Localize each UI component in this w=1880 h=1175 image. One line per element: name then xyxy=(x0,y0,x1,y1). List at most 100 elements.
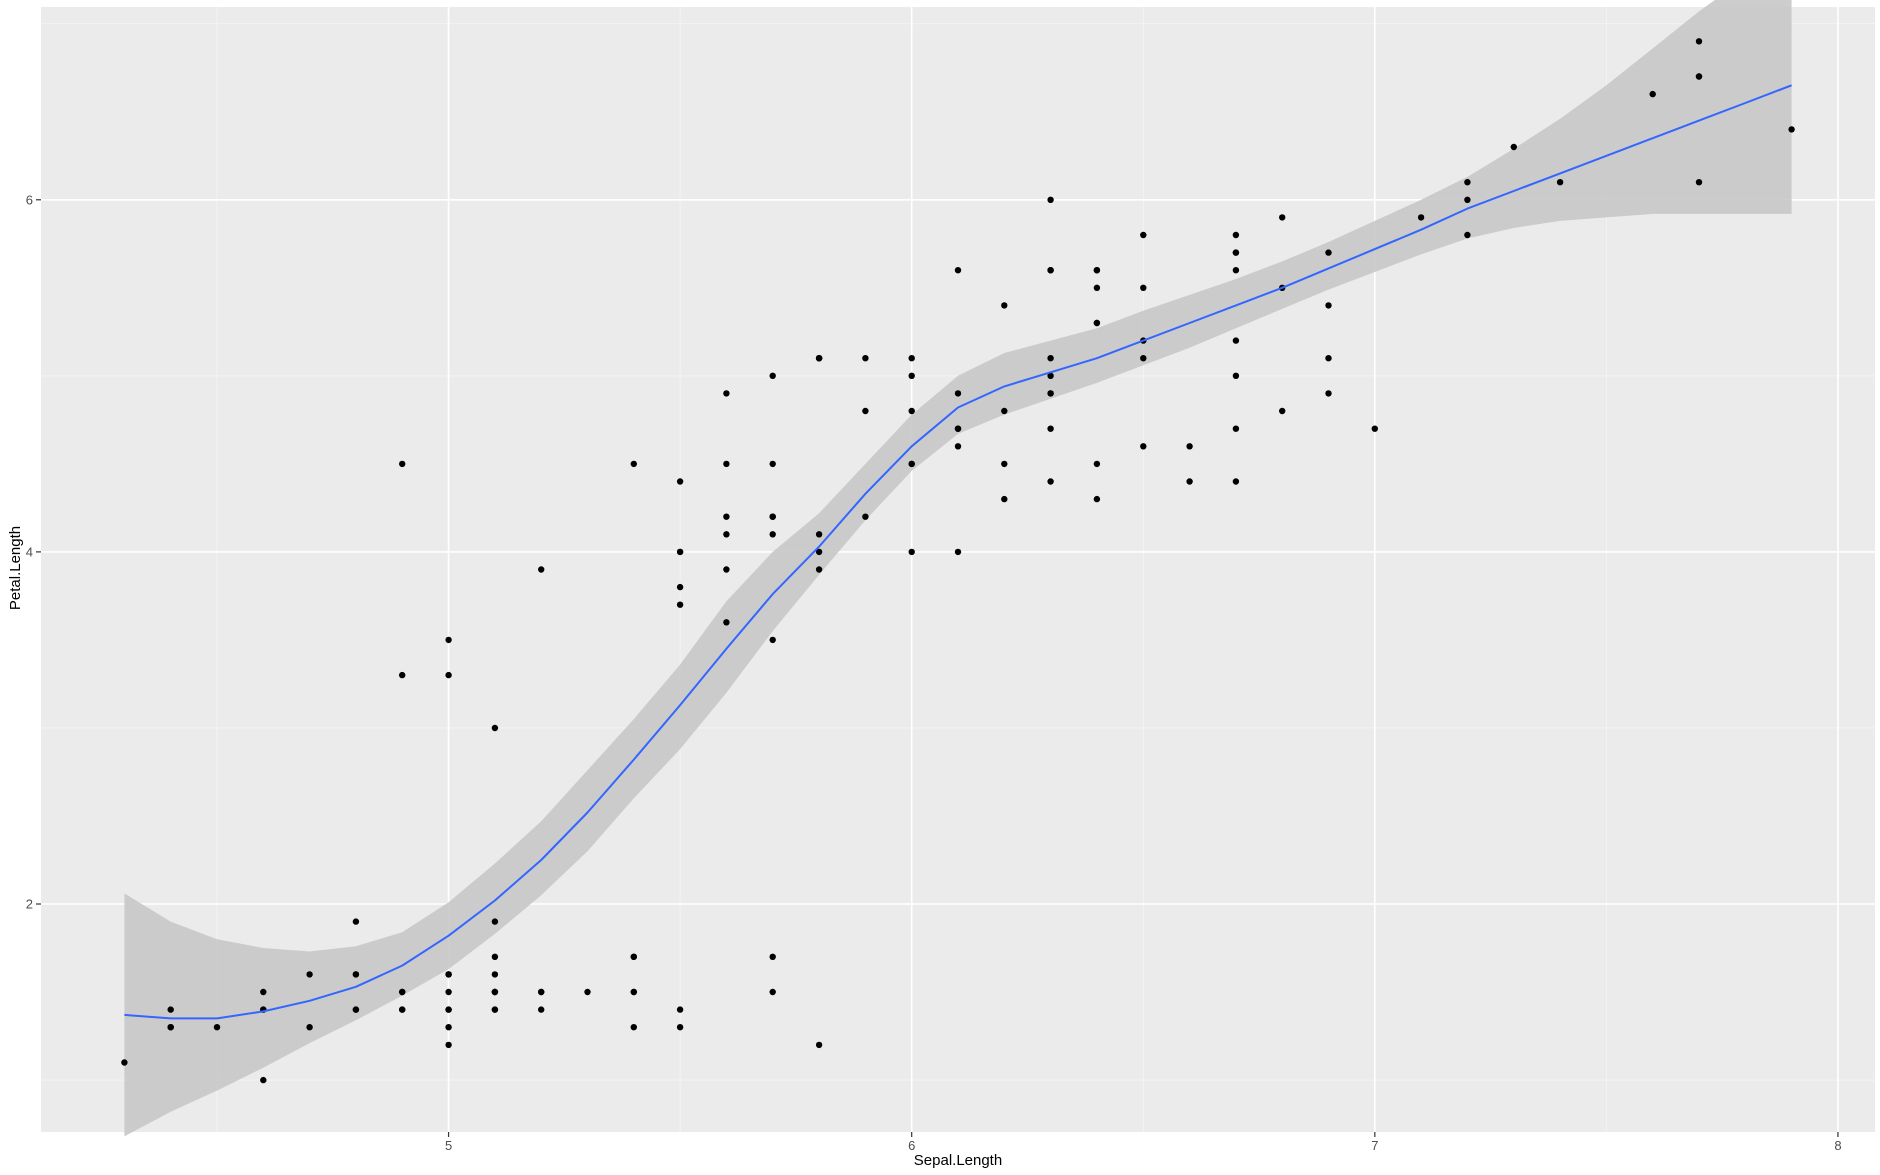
data-point xyxy=(1093,284,1101,291)
data-point xyxy=(723,619,730,626)
data-point xyxy=(1232,372,1240,379)
data-point xyxy=(260,1076,267,1084)
data-point xyxy=(630,953,637,960)
data-point xyxy=(1047,355,1054,362)
data-point xyxy=(1464,231,1471,239)
data-point xyxy=(676,583,684,591)
data-point xyxy=(352,971,360,978)
data-point xyxy=(445,988,452,996)
confidence-band-layer xyxy=(124,0,1792,1137)
data-point xyxy=(445,671,452,679)
data-point xyxy=(167,1006,174,1013)
data-point xyxy=(630,460,637,468)
data-point xyxy=(1232,231,1240,239)
data-point xyxy=(1464,196,1471,203)
data-point xyxy=(1695,38,1703,45)
smooth-line-layer xyxy=(124,84,1792,1020)
data-point xyxy=(1140,443,1147,450)
data-point xyxy=(1186,443,1193,450)
data-point xyxy=(676,1023,684,1031)
data-point xyxy=(491,988,499,996)
confidence-band xyxy=(124,0,1792,1137)
data-point xyxy=(723,566,730,573)
data-point xyxy=(723,513,730,520)
data-point xyxy=(676,1006,684,1013)
data-point xyxy=(1695,179,1703,186)
data-point xyxy=(1279,214,1286,221)
data-point xyxy=(1047,478,1054,485)
data-point xyxy=(1047,390,1054,397)
data-point xyxy=(1140,231,1147,239)
data-point xyxy=(306,971,313,978)
data-point xyxy=(1001,302,1008,309)
data-point xyxy=(815,548,823,556)
data-point xyxy=(1649,90,1656,98)
data-point xyxy=(769,988,776,996)
data-point xyxy=(491,971,499,978)
y-axis: 2 4 6 xyxy=(26,192,41,912)
data-point xyxy=(769,513,776,520)
data-point xyxy=(1325,302,1332,309)
data-point xyxy=(1510,143,1518,151)
x-tick-label: 6 xyxy=(908,1138,915,1153)
data-point xyxy=(538,1006,545,1013)
data-point xyxy=(630,1023,637,1031)
data-point xyxy=(954,267,962,274)
data-point xyxy=(1232,478,1240,485)
data-point xyxy=(769,372,776,379)
data-point xyxy=(1695,73,1703,80)
data-point xyxy=(538,988,545,996)
data-point xyxy=(1001,495,1008,503)
data-point xyxy=(167,1023,174,1031)
data-point xyxy=(769,953,776,960)
data-point xyxy=(862,355,869,362)
data-point xyxy=(1464,179,1471,186)
data-point xyxy=(862,407,869,415)
data-point xyxy=(1186,478,1193,485)
data-point xyxy=(445,1006,452,1013)
data-point xyxy=(584,988,591,996)
data-point xyxy=(862,513,869,520)
data-point xyxy=(908,355,915,362)
data-point xyxy=(1093,495,1101,503)
data-point xyxy=(399,1006,406,1013)
data-point xyxy=(445,636,452,644)
data-point xyxy=(954,390,962,397)
data-point xyxy=(676,548,684,556)
data-point xyxy=(1417,214,1425,221)
y-tick-label: 2 xyxy=(26,897,33,912)
data-point xyxy=(1325,355,1332,362)
data-point xyxy=(491,1006,499,1013)
x-tick-label: 7 xyxy=(1371,1138,1378,1153)
data-point xyxy=(954,425,962,432)
data-point xyxy=(815,531,823,538)
data-point xyxy=(769,636,776,644)
data-point xyxy=(213,1023,221,1031)
data-point xyxy=(260,988,267,996)
data-point xyxy=(723,460,730,468)
data-point xyxy=(723,531,730,538)
data-point xyxy=(121,1059,128,1066)
data-point xyxy=(445,1041,452,1049)
data-point xyxy=(1232,337,1240,344)
data-point xyxy=(1371,425,1379,432)
x-axis-title: Sepal.Length xyxy=(914,1152,1002,1169)
data-point xyxy=(306,1023,313,1031)
data-point xyxy=(769,531,776,538)
data-point xyxy=(954,443,962,450)
data-point xyxy=(1047,425,1054,432)
points-layer xyxy=(121,38,1795,1084)
data-point xyxy=(630,988,637,996)
data-point xyxy=(352,1006,360,1013)
data-point xyxy=(399,671,406,679)
data-point xyxy=(815,566,823,573)
y-axis-title: Petal.Length xyxy=(7,526,24,610)
data-point xyxy=(491,724,499,732)
data-point xyxy=(676,601,684,608)
data-point xyxy=(908,407,915,415)
data-point xyxy=(1047,372,1054,379)
data-point xyxy=(908,372,915,379)
data-point xyxy=(723,390,730,397)
data-point xyxy=(1047,196,1054,203)
